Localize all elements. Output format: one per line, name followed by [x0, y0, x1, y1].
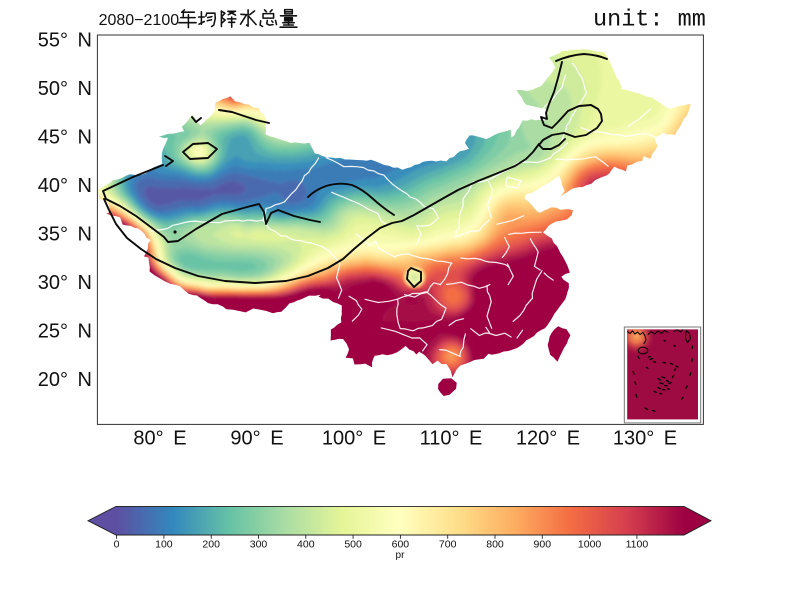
- svg-text:300: 300: [250, 539, 268, 551]
- svg-text:50° N: 50° N: [38, 78, 92, 100]
- svg-text:80° E: 80° E: [133, 427, 186, 449]
- svg-text:130° E: 130° E: [613, 427, 677, 449]
- svg-text:110° E: 110° E: [420, 427, 483, 449]
- svg-text:400: 400: [297, 539, 315, 551]
- svg-text:20° N: 20° N: [38, 369, 92, 391]
- svg-text:100° E: 100° E: [322, 427, 386, 449]
- svg-text:35° N: 35° N: [38, 223, 92, 245]
- svg-text:pr: pr: [396, 550, 406, 561]
- svg-text:unit: mm: unit: mm: [593, 7, 706, 34]
- svg-text:200: 200: [202, 539, 220, 551]
- svg-text:30° N: 30° N: [38, 272, 92, 294]
- svg-text:120° E: 120° E: [516, 427, 580, 449]
- svg-text:1000: 1000: [578, 539, 602, 551]
- svg-text:1100: 1100: [626, 539, 649, 551]
- svg-text:45° N: 45° N: [38, 126, 92, 148]
- svg-text:55° N: 55° N: [38, 29, 92, 51]
- svg-text:40° N: 40° N: [38, 175, 92, 197]
- svg-text:90° E: 90° E: [230, 427, 283, 449]
- svg-text:0: 0: [114, 539, 120, 551]
- svg-text:600: 600: [392, 539, 410, 551]
- svg-text:700: 700: [439, 539, 457, 551]
- svg-text:500: 500: [344, 539, 362, 551]
- svg-text:100: 100: [155, 539, 173, 551]
- svg-text:25° N: 25° N: [38, 321, 92, 343]
- svg-text:2080−2100: 2080−2100: [99, 12, 180, 29]
- svg-text:900: 900: [534, 539, 552, 551]
- svg-text:800: 800: [486, 539, 504, 551]
